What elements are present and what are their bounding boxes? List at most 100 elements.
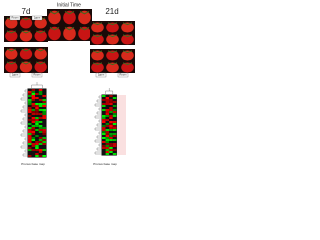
heatmap-cell xyxy=(42,145,46,147)
heatmap-cell xyxy=(28,105,32,107)
heatmap-cell xyxy=(42,125,46,127)
heatmap-cell xyxy=(112,135,117,137)
heatmap-cell xyxy=(38,143,43,145)
heatmap-cell xyxy=(38,109,43,111)
heatmap-cell xyxy=(35,143,39,145)
heatmap-cell xyxy=(35,127,39,129)
tag-box xyxy=(9,72,21,78)
heatmap-cell xyxy=(35,129,39,131)
heatmap-cell xyxy=(105,139,110,141)
calyx xyxy=(6,30,16,34)
heatmap-cell xyxy=(109,143,113,145)
heatmap-cell xyxy=(42,89,46,91)
heatmap-cell xyxy=(105,103,110,105)
heatmap-cell xyxy=(112,109,117,111)
heatmap-cell xyxy=(31,135,36,137)
heatmap-cell xyxy=(28,143,32,145)
calyx xyxy=(36,48,46,52)
calyx xyxy=(92,62,103,66)
heatmap-cell xyxy=(112,103,117,105)
heatmap-cell xyxy=(35,125,39,127)
heatmap-cell xyxy=(112,153,117,155)
heatmap-cell xyxy=(105,153,110,155)
heatmap-cell xyxy=(28,117,32,119)
heatmap-cell xyxy=(109,101,113,103)
heatmap-cell xyxy=(42,129,46,131)
strawberry xyxy=(34,30,47,42)
heatmap-cell xyxy=(42,127,46,129)
heatmap-cell xyxy=(112,127,117,129)
heatmap-cell xyxy=(105,131,110,133)
heatmap-cell xyxy=(105,113,110,115)
heatmap-cell xyxy=(109,137,113,139)
heatmap-cell xyxy=(35,123,39,125)
heatmap-cell xyxy=(102,133,106,135)
heatmap-cell xyxy=(109,95,113,97)
tag: 1ppm xyxy=(98,73,105,77)
heatmap-cell xyxy=(112,137,117,139)
heatmap-cell xyxy=(38,99,43,101)
heatmap-cell xyxy=(102,143,106,145)
heatmap-cell xyxy=(102,151,106,153)
heatmap-cell xyxy=(112,129,117,131)
tag-box xyxy=(117,72,129,78)
heatmap-cell xyxy=(38,97,43,99)
heatmap-cell xyxy=(31,133,36,135)
heatmap-cell xyxy=(112,119,117,121)
heatmap-cell xyxy=(35,91,39,93)
heatmap-cell xyxy=(31,105,36,107)
calyx xyxy=(36,30,46,34)
strawberry xyxy=(5,61,18,73)
heatmap-cell xyxy=(35,133,39,135)
heatmap-cell xyxy=(31,141,36,143)
heatmap-cell xyxy=(35,95,39,97)
strawberry xyxy=(121,34,134,45)
heatmap-cell xyxy=(42,95,46,97)
strawberry xyxy=(106,50,119,61)
heatmap-cell xyxy=(31,103,36,105)
heatmap-cell xyxy=(102,137,106,139)
strawberry xyxy=(5,30,18,42)
heatmap-cell xyxy=(35,113,39,115)
heatmap-cell xyxy=(102,139,106,141)
heatmap-cell xyxy=(42,147,46,149)
heatmap-cell xyxy=(31,93,36,95)
heatmap-cell xyxy=(105,127,110,129)
dendrogram-top xyxy=(31,82,43,88)
strawberry xyxy=(91,50,104,61)
heatmap-cell xyxy=(42,109,46,111)
heatmap-cell xyxy=(42,115,46,117)
heatmap-cell xyxy=(35,93,39,95)
strawberry xyxy=(48,10,61,25)
tag-box xyxy=(31,72,43,78)
heatmap-cell xyxy=(102,119,106,121)
calyx xyxy=(64,10,75,15)
heatmap-cell xyxy=(31,107,36,109)
heatmap-cell xyxy=(31,147,36,149)
heatmap-cell xyxy=(42,151,46,153)
heatmap-cell xyxy=(31,89,36,91)
heatmap-cell xyxy=(31,117,36,119)
strawberry xyxy=(121,22,134,33)
heatmap-cell xyxy=(38,135,43,137)
calyx xyxy=(21,61,31,65)
strawberry xyxy=(91,34,104,45)
heatmap-cell xyxy=(42,105,46,107)
heatmap-cell xyxy=(42,135,46,137)
heatmap-cell xyxy=(38,111,43,113)
heatmap-cell xyxy=(112,149,117,151)
calyx xyxy=(21,17,31,21)
heatmap-cell xyxy=(31,119,36,121)
heatmap-cell xyxy=(28,137,32,139)
heatmap-cell xyxy=(102,129,106,131)
heatmap-cell xyxy=(28,139,32,141)
heatmap-cell xyxy=(105,133,110,135)
heatmap-cell xyxy=(102,121,106,123)
heatmap-cell xyxy=(38,151,43,153)
heatmap-cell xyxy=(31,121,36,123)
heatmap-cell xyxy=(42,99,46,101)
heatmap-cell xyxy=(38,123,43,125)
calyx xyxy=(6,48,16,52)
calyx xyxy=(92,22,103,26)
heatmap-cell xyxy=(28,93,32,95)
